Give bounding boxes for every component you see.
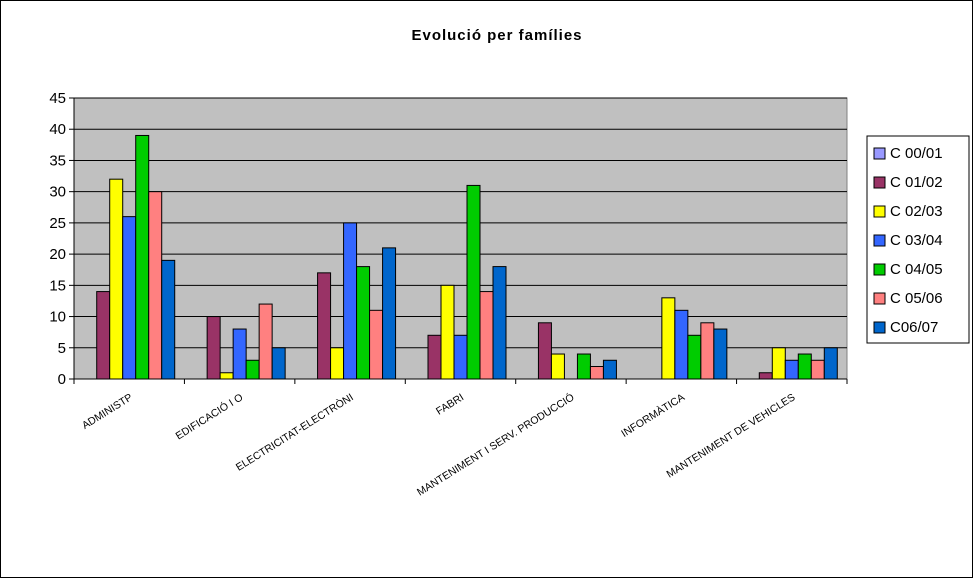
- bar: [758, 372, 773, 380]
- x-tick-label: INFORMÀTICA: [619, 391, 687, 440]
- bar: [479, 291, 494, 380]
- legend-label: C 00/01: [890, 145, 943, 162]
- legend-swatch: [873, 205, 886, 218]
- bar: [810, 359, 825, 380]
- bar: [258, 303, 273, 380]
- y-tick-label: 15: [49, 277, 66, 294]
- bar: [109, 178, 124, 380]
- bar: [576, 353, 591, 380]
- bar: [700, 322, 715, 380]
- legend-label: C 03/04: [890, 232, 943, 249]
- bar: [148, 191, 163, 380]
- bar: [823, 347, 838, 380]
- x-tick-label: FABRI: [434, 391, 466, 417]
- bar: [135, 134, 150, 380]
- chart-title: Evolució per famílies: [411, 27, 582, 44]
- y-tick-label: 30: [49, 184, 66, 201]
- legend: C 00/01 C 01/02 C 02/03 C 03/04 C 04/05 C 05/…: [866, 135, 970, 344]
- y-tick-label: 25: [49, 215, 66, 232]
- bar: [661, 297, 676, 380]
- bar: [232, 328, 247, 380]
- x-tick-label: ADMINISTP: [80, 391, 135, 431]
- y-tick-label: 0: [58, 371, 66, 388]
- bar: [369, 309, 384, 380]
- legend-label: C 02/03: [890, 203, 943, 220]
- bar: [440, 284, 455, 380]
- legend-label: C 04/05: [890, 261, 943, 278]
- legend-label: C 01/02: [890, 174, 943, 191]
- y-tick-label: 20: [49, 246, 66, 263]
- bar: [492, 266, 507, 380]
- bar: [466, 184, 481, 380]
- x-tick-label: ELECTRICITAT-ELECTRÒNI: [233, 391, 355, 474]
- legend-swatch: [873, 292, 886, 305]
- bar: [317, 272, 332, 380]
- y-axis-ticks: 0 5 10 15 20 25 30 35 40 45: [49, 90, 74, 388]
- bar: [784, 359, 799, 380]
- legend-swatch: [873, 321, 886, 334]
- legend-swatch: [873, 147, 886, 160]
- bar: [245, 359, 260, 380]
- bar: [537, 322, 552, 380]
- y-tick-label: 35: [49, 152, 66, 169]
- y-tick-label: 45: [49, 90, 66, 107]
- bar: [356, 266, 371, 380]
- legend-label: C06/07: [890, 319, 938, 336]
- y-tick-label: 5: [58, 340, 66, 357]
- bar: [206, 316, 221, 380]
- bar: [343, 222, 358, 380]
- bar: [330, 347, 345, 380]
- bar: [589, 366, 604, 380]
- y-tick-label: 40: [49, 121, 66, 138]
- legend-label: C 05/06: [890, 290, 943, 307]
- y-tick-label: 10: [49, 309, 66, 326]
- axes: [73, 98, 847, 380]
- bar: [219, 372, 234, 380]
- bar: [96, 291, 111, 380]
- bar: [674, 309, 689, 380]
- bar: [427, 334, 442, 380]
- bar: [797, 353, 812, 380]
- bars: [96, 134, 838, 380]
- x-tick-label: MANTENIMENT DE VEHICLES: [665, 391, 798, 480]
- bar: [550, 353, 565, 380]
- bar: [713, 328, 728, 380]
- bar: [687, 334, 702, 380]
- bar: [382, 247, 397, 380]
- bar: [453, 334, 468, 380]
- legend-swatch: [873, 234, 886, 247]
- bar: [602, 359, 617, 380]
- bar: [771, 347, 786, 380]
- legend-swatch: [873, 263, 886, 276]
- bar: [122, 216, 137, 380]
- bar: [161, 259, 176, 380]
- bar: [271, 347, 286, 380]
- x-tick-label: EDIFICACIÓ I O: [173, 391, 245, 443]
- x-axis-ticks: ADMINISTP EDIFICACIÓ I OELECTRICITAT-ELEC…: [73, 379, 848, 499]
- legend-swatch: [873, 176, 886, 189]
